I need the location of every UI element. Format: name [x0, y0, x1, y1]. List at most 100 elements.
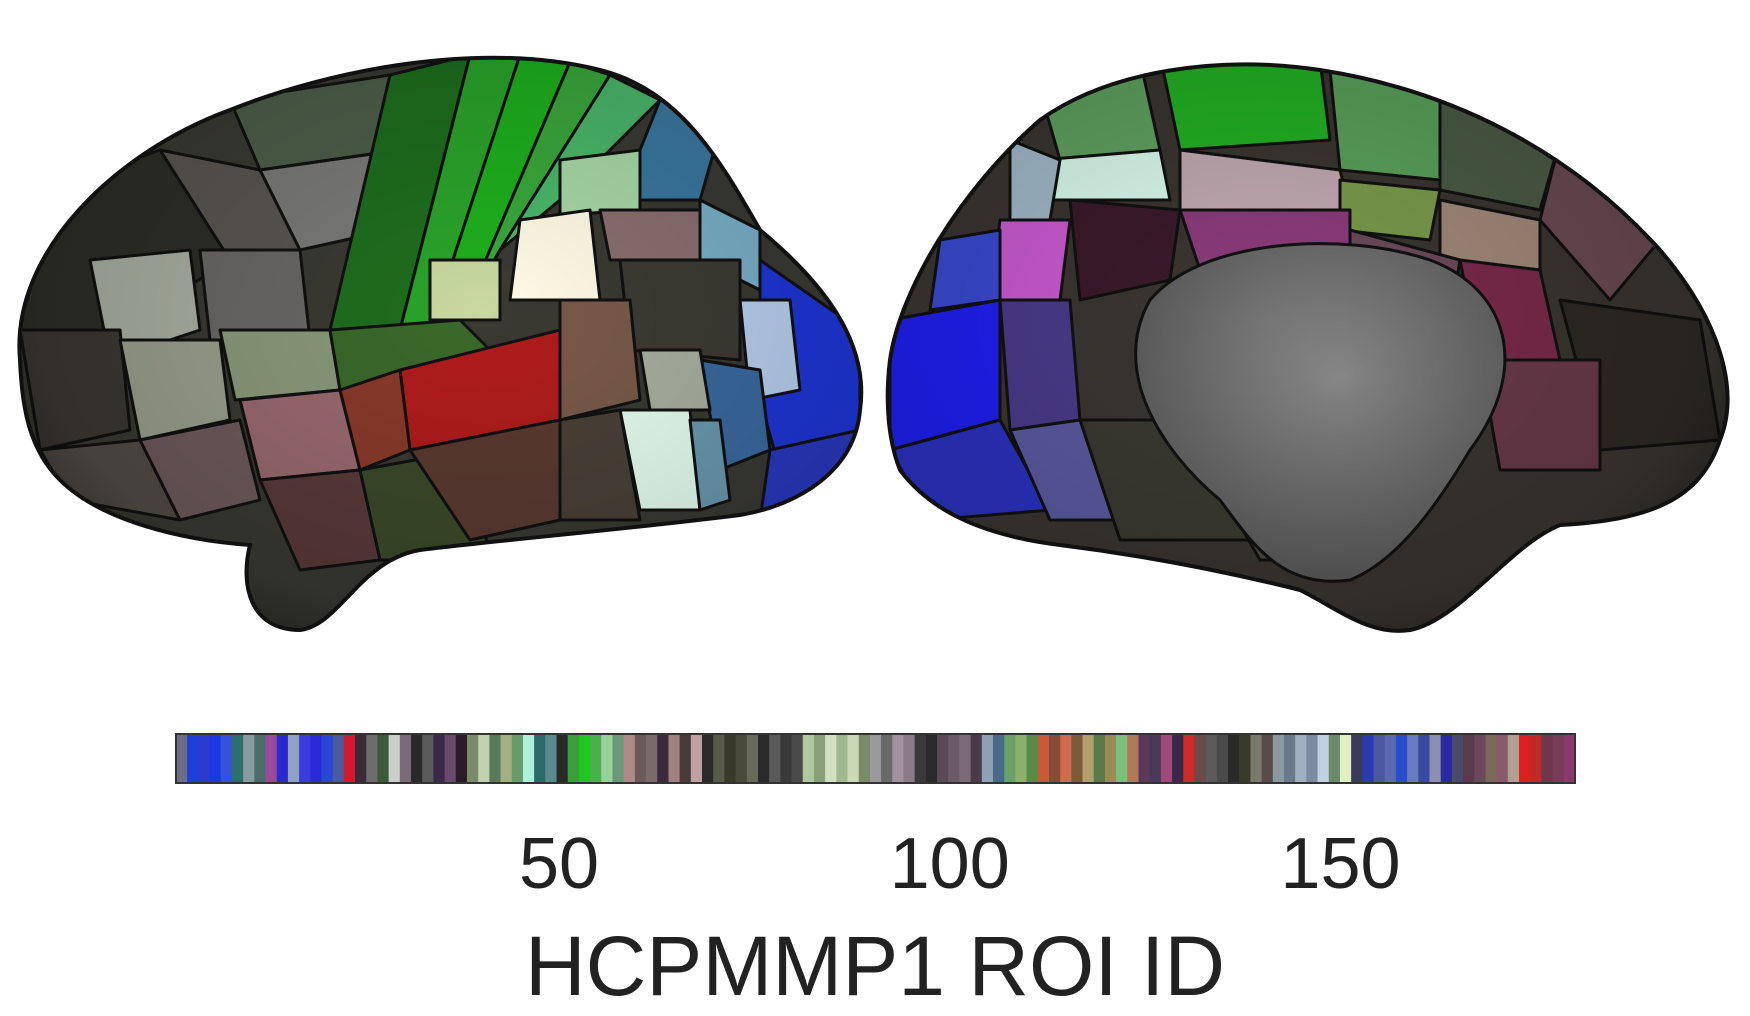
colorbar-cell — [1317, 734, 1330, 783]
colorbar-cell — [1261, 734, 1274, 783]
colorbar-cell — [881, 734, 893, 783]
colorbar-cell — [1272, 734, 1285, 783]
colorbar: 50 100 150 HCPMMP1 ROI ID — [175, 733, 1576, 1013]
colorbar-cell — [634, 734, 647, 783]
colorbar-cell — [411, 734, 423, 783]
colorbar-cell — [590, 734, 602, 783]
colorbar-cell — [914, 734, 927, 783]
colorbar-cell — [1183, 734, 1196, 783]
colorbar-cell — [198, 734, 211, 783]
colorbar-cell — [1116, 734, 1128, 783]
colorbar-cell — [220, 734, 233, 783]
colorbar-cell — [892, 734, 905, 783]
right-hemisphere-outline — [885, 62, 1730, 633]
colorbar-cell — [377, 734, 390, 783]
colorbar-cell — [1407, 734, 1419, 783]
colorbar-cell — [679, 734, 692, 783]
colorbar-cell — [1496, 734, 1509, 783]
colorbar-cell — [1474, 734, 1487, 783]
colorbar-cells — [176, 734, 1576, 783]
colorbar-cell — [265, 734, 278, 783]
colorbar-cell — [1418, 734, 1431, 783]
colorbar-cell — [1004, 734, 1016, 783]
colorbar-cell — [187, 734, 199, 783]
colorbar-cell — [243, 734, 255, 783]
colorbar-cell — [601, 734, 614, 783]
colorbar-cell — [1339, 734, 1352, 783]
colorbar-cell — [287, 734, 300, 783]
colorbar-cell — [1093, 734, 1106, 783]
colorbar-cell — [925, 734, 938, 783]
colorbar-cell — [1507, 734, 1520, 783]
colorbar-ticks: 50 100 150 — [519, 824, 1401, 904]
colorbar-cell — [612, 734, 625, 783]
colorbar-cell — [545, 734, 558, 783]
colorbar-label: HCPMMP1 ROI ID — [525, 919, 1225, 1013]
colorbar-cell — [466, 734, 479, 783]
colorbar-cell — [813, 734, 826, 783]
colorbar-cell — [1216, 734, 1229, 783]
colorbar-cell — [1104, 734, 1117, 783]
colorbar-cell — [1541, 734, 1554, 783]
right-hemisphere-medial — [885, 62, 1730, 633]
colorbar-cell — [668, 734, 681, 783]
colorbar-cell — [869, 734, 882, 783]
colorbar-cell — [556, 734, 569, 783]
left-hemisphere-lateral — [17, 55, 864, 633]
colorbar-cell — [422, 734, 435, 783]
colorbar-cell — [937, 734, 949, 783]
colorbar-cell — [1362, 734, 1375, 783]
colorbar-cell — [1306, 734, 1319, 783]
colorbar-cell — [399, 734, 412, 783]
colorbar-cell — [489, 734, 502, 783]
colorbar-cell — [500, 734, 513, 783]
colorbar-cell — [1563, 734, 1576, 783]
colorbar-cell — [388, 734, 401, 783]
colorbar-cell — [1239, 734, 1252, 783]
colorbar-cell — [1384, 734, 1397, 783]
colorbar-cell — [948, 734, 961, 783]
colorbar-cell — [1048, 734, 1061, 783]
colorbar-cell — [310, 734, 323, 783]
colorbar-cell — [1160, 734, 1173, 783]
colorbar-cell — [702, 734, 714, 783]
colorbar-cell — [343, 734, 356, 783]
colorbar-cell — [1194, 734, 1207, 783]
colorbar-cell — [1351, 734, 1363, 783]
colorbar-cell — [299, 734, 311, 783]
colorbar-cell — [1440, 734, 1453, 783]
colorbar-cell — [1026, 734, 1039, 783]
colorbar-cell — [1228, 734, 1240, 783]
colorbar-cell — [1463, 734, 1475, 783]
colorbar-cell — [176, 734, 188, 783]
colorbar-cell — [690, 734, 703, 783]
colorbar-cell — [1519, 734, 1531, 783]
colorbar-cell — [1451, 734, 1464, 783]
colorbar-cell — [1149, 734, 1162, 783]
colorbar-tick-label: 50 — [519, 824, 599, 904]
colorbar-cell — [1015, 734, 1028, 783]
colorbar-cell — [1295, 734, 1307, 783]
colorbar-cell — [534, 734, 546, 783]
left-hemisphere-outline — [17, 55, 864, 633]
colorbar-cell — [1172, 734, 1184, 783]
colorbar-cell — [623, 734, 636, 783]
colorbar-cell — [567, 734, 580, 783]
colorbar-cell — [1037, 734, 1050, 783]
colorbar-cell — [1127, 734, 1140, 783]
colorbar-cell — [1284, 734, 1296, 783]
colorbar-cell — [847, 734, 860, 783]
colorbar-cell — [836, 734, 849, 783]
colorbar-tick-label: 100 — [890, 824, 1010, 904]
colorbar-cell — [1485, 734, 1498, 783]
colorbar-cell — [433, 734, 446, 783]
colorbar-cell — [858, 734, 871, 783]
colorbar-cell — [1138, 734, 1151, 783]
colorbar-cell — [903, 734, 916, 783]
colorbar-cell — [1429, 734, 1442, 783]
colorbar-cell — [1250, 734, 1263, 783]
colorbar-cell — [780, 734, 793, 783]
colorbar-cell — [657, 734, 670, 783]
colorbar-cell — [522, 734, 535, 783]
